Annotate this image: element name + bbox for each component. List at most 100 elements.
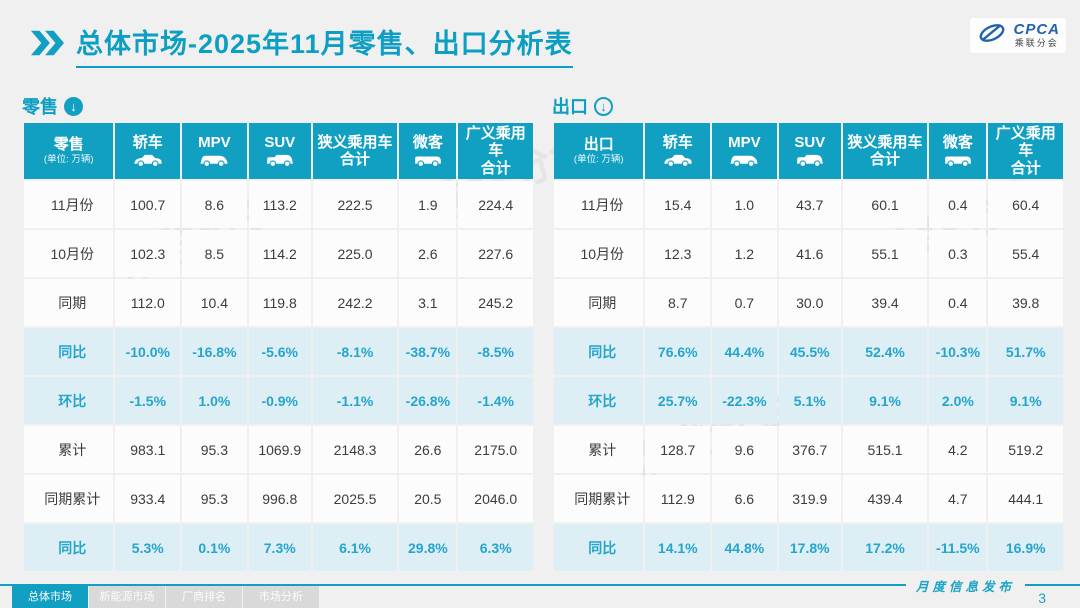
data-cell: 25.7% <box>645 377 711 424</box>
data-cell: -11.5% <box>929 524 987 571</box>
data-cell: 2046.0 <box>458 475 533 522</box>
data-cell: 60.4 <box>988 181 1063 228</box>
row-label: 同比 <box>554 524 644 571</box>
column-header-total: 广义乘用车 合计 <box>988 123 1063 179</box>
table-row: 同期累计 112.9 6.6 319.9 439.4 4.7 444.1 <box>554 475 1063 522</box>
table-header-row: 出口 (单位: 万辆) 轿车 MPV SUV 狭义乘用车 合计 微客 广义乘用车 合计 <box>554 123 1063 179</box>
table-header-row: 零售 (单位: 万辆) 轿车 MPV SUV 狭义乘用车 合计 微客 广义乘用车 合计 <box>24 123 533 179</box>
data-cell: 6.3% <box>458 524 533 571</box>
market-table: 零售 (单位: 万辆) 轿车 MPV SUV 狭义乘用车 合计 微客 广义乘用车 合计 11月份 10… <box>22 121 535 573</box>
data-cell: -0.9% <box>248 377 311 424</box>
column-label: 轿车 <box>132 134 163 152</box>
data-cell: -16.8% <box>182 328 247 375</box>
data-cell: 30.0 <box>778 279 841 326</box>
data-cell: 242.2 <box>312 279 398 326</box>
column-header-total: 狭义乘用车 合计 <box>312 123 398 179</box>
microvan-icon <box>929 153 986 168</box>
data-cell: 17.8% <box>778 524 841 571</box>
data-cell: 983.1 <box>115 426 181 473</box>
tab-market-analysis[interactable]: 市场分析 <box>243 586 319 608</box>
row-label: 累计 <box>24 426 114 473</box>
row-label: 累计 <box>554 426 644 473</box>
data-cell: 1.9 <box>399 181 457 228</box>
data-cell: 112.0 <box>115 279 181 326</box>
data-cell: 6.6 <box>712 475 777 522</box>
slide-header: 总体市场-2025年11月零售、出口分析表 <box>30 22 573 68</box>
data-cell: 45.5% <box>778 328 841 375</box>
tab-overall-market[interactable]: 总体市场 <box>12 586 88 608</box>
table-row: 环比 -1.5% 1.0% -0.9% -1.1% -26.8% -1.4% <box>24 377 533 424</box>
data-cell: 52.4% <box>842 328 928 375</box>
data-cell: 44.4% <box>712 328 777 375</box>
data-cell: 2025.5 <box>312 475 398 522</box>
data-cell: -26.8% <box>399 377 457 424</box>
data-cell: 5.3% <box>115 524 181 571</box>
export-table-host: 出口 (单位: 万辆) 轿车 MPV SUV 狭义乘用车 合计 微客 广义乘用车 合计 11月份 15… <box>552 121 1065 573</box>
row-label: 同期累计 <box>554 475 644 522</box>
data-cell: 14.1% <box>645 524 711 571</box>
data-cell: 1.2 <box>712 230 777 277</box>
data-cell: 43.7 <box>778 181 841 228</box>
column-label: 微客 <box>942 134 973 152</box>
data-cell: 8.7 <box>645 279 711 326</box>
tables-area: 零售 ↓ 零售 (单位: 万辆) 轿车 MPV SUV 狭义乘用车 合计 微客 广义乘用车 合计 1… <box>22 93 1065 573</box>
row-label: 同比 <box>24 328 114 375</box>
table-row: 11月份 100.7 8.6 113.2 222.5 1.9 224.4 <box>24 181 533 228</box>
logo-text: CPCA <box>1013 21 1060 39</box>
data-cell: 0.3 <box>929 230 987 277</box>
table-row: 11月份 15.4 1.0 43.7 60.1 0.4 60.4 <box>554 181 1063 228</box>
data-cell: 222.5 <box>312 181 398 228</box>
table-row: 累计 128.7 9.6 376.7 515.1 4.2 519.2 <box>554 426 1063 473</box>
tab-nev-market[interactable]: 新能源市场 <box>89 586 165 608</box>
data-cell: 8.6 <box>182 181 247 228</box>
data-cell: 0.7 <box>712 279 777 326</box>
data-cell: 2148.3 <box>312 426 398 473</box>
table-row: 10月份 12.3 1.2 41.6 55.1 0.3 55.4 <box>554 230 1063 277</box>
row-label: 10月份 <box>24 230 114 277</box>
table-corner-cell: 出口 (单位: 万辆) <box>554 123 644 179</box>
cpca-emblem-icon <box>976 21 1008 50</box>
data-cell: 1069.9 <box>248 426 311 473</box>
data-cell: 113.2 <box>248 181 311 228</box>
data-cell: 95.3 <box>182 475 247 522</box>
table-row: 环比 25.7% -22.3% 5.1% 9.1% 2.0% 9.1% <box>554 377 1063 424</box>
data-cell: -1.4% <box>458 377 533 424</box>
data-cell: 20.5 <box>399 475 457 522</box>
row-label: 11月份 <box>554 181 644 228</box>
data-cell: -8.5% <box>458 328 533 375</box>
data-cell: 245.2 <box>458 279 533 326</box>
data-cell: 0.4 <box>929 181 987 228</box>
corner-title: 出口 <box>583 135 614 153</box>
data-cell: 39.8 <box>988 279 1063 326</box>
data-cell: 2.6 <box>399 230 457 277</box>
footer-divider <box>0 584 1080 586</box>
footer-label: 月度信息发布 <box>905 576 1025 595</box>
column-header-total: 狭义乘用车 合计 <box>842 123 928 179</box>
data-cell: 8.5 <box>182 230 247 277</box>
data-cell: 7.3% <box>248 524 311 571</box>
column-header-total: 广义乘用车 合计 <box>458 123 533 179</box>
data-cell: 439.4 <box>842 475 928 522</box>
row-label: 环比 <box>24 377 114 424</box>
data-cell: -5.6% <box>248 328 311 375</box>
column-label: 广义乘用车 <box>465 125 526 160</box>
table-row: 同期累计 933.4 95.3 996.8 2025.5 20.5 2046.0 <box>24 475 533 522</box>
corner-unit: (单位: 万辆) <box>573 154 624 166</box>
page-title: 总体市场-2025年11月零售、出口分析表 <box>76 22 573 68</box>
retail-table-block: 零售 ↓ 零售 (单位: 万辆) 轿车 MPV SUV 狭义乘用车 合计 微客 广义乘用车 合计 1… <box>22 93 535 573</box>
logo-subtext: 乘联分会 <box>1014 37 1059 48</box>
suv-icon <box>249 153 311 168</box>
table-row: 同比 -10.0% -16.8% -5.6% -8.1% -38.7% -8.5% <box>24 328 533 375</box>
microvan-icon <box>399 153 456 168</box>
tab-oem-ranking[interactable]: 厂商排名 <box>166 586 242 608</box>
data-cell: 1.0 <box>712 181 777 228</box>
sedan-icon <box>115 153 180 168</box>
column-header-suv: SUV <box>778 123 841 179</box>
mpv-icon <box>182 153 247 168</box>
data-cell: -38.7% <box>399 328 457 375</box>
table-row: 10月份 102.3 8.5 114.2 225.0 2.6 227.6 <box>24 230 533 277</box>
column-header-mpv: MPV <box>182 123 247 179</box>
suv-icon <box>779 153 841 168</box>
circle-down-arrow-filled-icon: ↓ <box>64 96 83 116</box>
data-cell: 41.6 <box>778 230 841 277</box>
